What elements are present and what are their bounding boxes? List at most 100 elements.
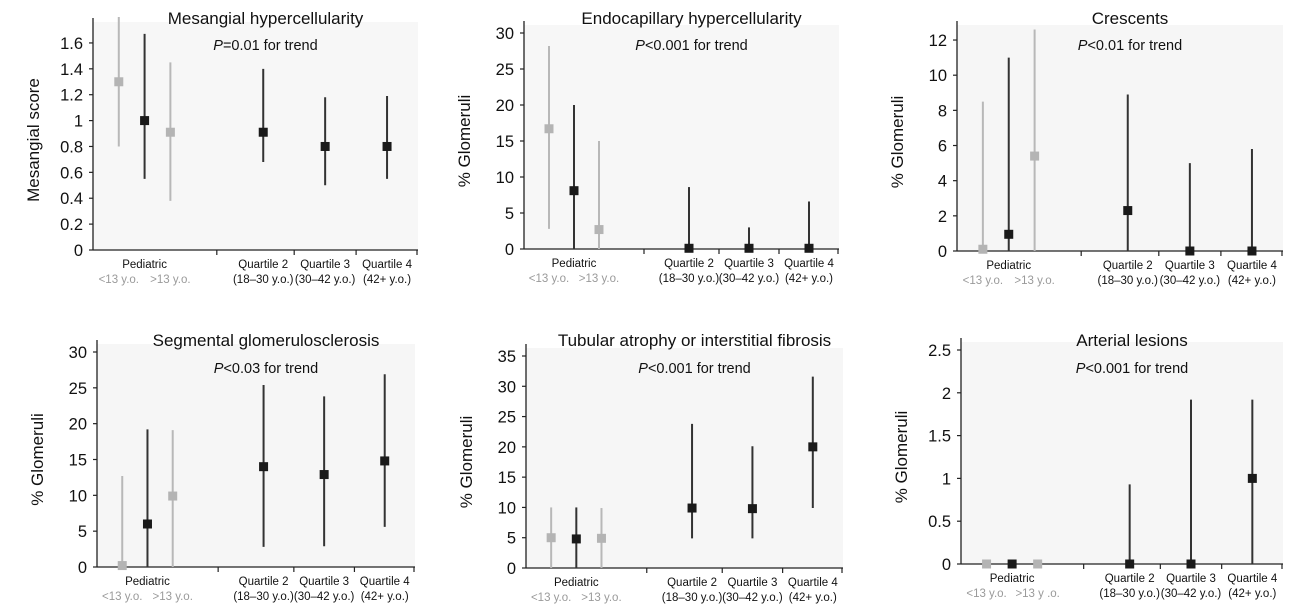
data-point xyxy=(594,225,604,235)
p-value-text: <0.001 for trend xyxy=(648,361,751,377)
data-point xyxy=(546,533,556,543)
y-tick-label: 0 xyxy=(78,559,87,577)
chart-subtitle: P<0.001 for trend xyxy=(635,38,747,54)
p-value-text: <0.001 for trend xyxy=(1085,361,1188,377)
x-group-sublabel: (42+ y.o.) xyxy=(363,274,411,286)
y-tick-label: 10 xyxy=(69,487,87,505)
data-point xyxy=(544,124,554,134)
p-value-symbol: P xyxy=(213,38,223,54)
y-tick-label: 25 xyxy=(496,61,514,79)
x-group-label: Quartile 3 xyxy=(1165,260,1215,272)
x-group-sublabel: (30–42 y.o.) xyxy=(722,592,783,604)
x-group-label: Quartile 4 xyxy=(362,259,412,271)
data-point xyxy=(1030,151,1040,161)
x-group-label: Quartile 3 xyxy=(300,259,350,271)
y-tick-label: 20 xyxy=(69,416,87,434)
data-point xyxy=(114,77,124,87)
x-subgroup-label: >13 y.o. xyxy=(1014,275,1054,287)
y-tick-label: 10 xyxy=(929,67,947,85)
y-tick-label: 1.5 xyxy=(928,428,951,446)
p-value-text: <0.001 for trend xyxy=(645,38,748,54)
y-tick-label: 25 xyxy=(498,409,516,427)
data-point xyxy=(747,504,757,514)
x-group-label: Quartile 2 xyxy=(238,259,288,271)
x-group-label: Quartile 2 xyxy=(1105,573,1155,585)
plot-background xyxy=(957,25,1283,251)
data-point xyxy=(571,534,581,544)
x-group-label: Quartile 4 xyxy=(784,258,834,270)
x-group-label: Quartile 3 xyxy=(299,576,349,588)
y-axis-label: % Glomeruli xyxy=(455,95,474,188)
x-subgroup-label: >13 y .o. xyxy=(1015,588,1059,600)
p-value-symbol: P xyxy=(635,38,645,54)
y-tick-label: 20 xyxy=(498,439,516,457)
y-tick-label: 2 xyxy=(938,208,947,226)
y-tick-label: 1 xyxy=(74,113,83,131)
x-subgroup-label: <13 y.o. xyxy=(531,592,571,604)
chart-subtitle: P<0.03 for trend xyxy=(214,361,318,377)
y-tick-label: 25 xyxy=(69,380,87,398)
x-group-label: Pediatric xyxy=(554,577,599,589)
data-point xyxy=(808,442,818,452)
y-tick-label: 10 xyxy=(496,169,514,187)
data-point xyxy=(380,456,390,466)
chart-panel-1: Mesangial hypercellularity P=0.01 for tre… xyxy=(24,9,418,286)
x-group-label: Quartile 2 xyxy=(1103,260,1153,272)
data-point xyxy=(319,470,329,480)
x-group-sublabel: (30–42 y.o.) xyxy=(1161,588,1222,600)
y-tick-label: 0.8 xyxy=(60,138,83,156)
y-tick-label: 0.5 xyxy=(928,513,951,531)
y-tick-label: 0 xyxy=(74,242,83,260)
chart-title: Arterial lesions xyxy=(1076,331,1188,350)
data-point xyxy=(1033,559,1043,569)
p-value-text: <0.03 for trend xyxy=(223,361,318,377)
y-tick-label: 0.4 xyxy=(60,190,83,208)
chart-title: Mesangial hypercellularity xyxy=(168,9,364,28)
data-point xyxy=(1125,559,1135,569)
x-subgroup-label: >13 y.o. xyxy=(153,591,193,603)
p-value-symbol: P xyxy=(214,361,224,377)
data-point xyxy=(382,141,392,151)
y-tick-label: 20 xyxy=(496,97,514,115)
x-group-sublabel: (42+ y.o.) xyxy=(1228,275,1276,287)
y-tick-label: 8 xyxy=(938,102,947,120)
data-point xyxy=(1247,246,1257,256)
y-tick-label: 15 xyxy=(498,469,516,487)
data-point xyxy=(596,533,606,543)
plot-background xyxy=(524,25,839,249)
y-tick-label: 0.2 xyxy=(60,216,83,234)
x-group-label: Quartile 2 xyxy=(239,576,289,588)
chart-title: Tubular atrophy or interstitial fibrosis xyxy=(558,331,831,350)
chart-title: Endocapillary hypercellularity xyxy=(581,9,802,28)
y-tick-label: 1.6 xyxy=(60,35,83,53)
x-group-label: Quartile 2 xyxy=(664,258,714,270)
data-point xyxy=(804,243,814,253)
y-axis-label: % Glomeruli xyxy=(457,416,476,509)
x-group-label: Quartile 4 xyxy=(788,577,838,589)
x-subgroup-label: >13 y.o. xyxy=(581,592,621,604)
data-point xyxy=(320,141,330,151)
data-point xyxy=(569,186,579,196)
y-tick-label: 6 xyxy=(938,138,947,156)
x-group-sublabel: (30–42 y.o.) xyxy=(294,591,355,603)
x-subgroup-label: <13 y.o. xyxy=(102,591,142,603)
p-value-symbol: P xyxy=(1078,38,1088,54)
data-point xyxy=(258,127,268,137)
x-group-sublabel: (42+ y.o.) xyxy=(361,591,409,603)
y-tick-label: 1.2 xyxy=(60,87,83,105)
y-tick-label: 2 xyxy=(942,385,951,403)
data-point xyxy=(142,519,152,529)
y-tick-label: 15 xyxy=(496,133,514,151)
p-value-symbol: P xyxy=(638,361,648,377)
y-tick-label: 5 xyxy=(78,523,87,541)
x-group-label: Quartile 3 xyxy=(1166,573,1216,585)
y-tick-label: 0 xyxy=(507,560,516,578)
x-group-sublabel: (42+ y.o.) xyxy=(1228,588,1276,600)
x-group-sublabel: (18–30 y.o.) xyxy=(233,274,294,286)
x-subgroup-label: <13 y.o. xyxy=(529,273,569,285)
chart-subtitle: P<0.001 for trend xyxy=(1076,361,1188,377)
plot-background xyxy=(97,344,415,567)
x-subgroup-label: >13 y.o. xyxy=(150,274,190,286)
x-group-sublabel: (18–30 y.o.) xyxy=(233,591,294,603)
